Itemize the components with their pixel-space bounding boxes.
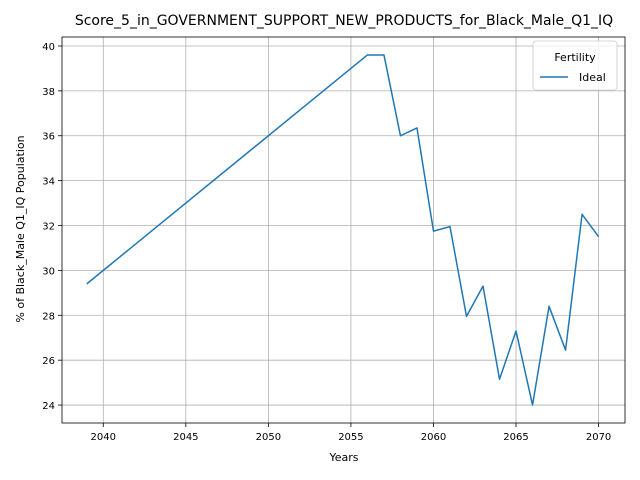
x-tick-label: 2070: [586, 432, 611, 443]
x-tick-label: 2050: [256, 432, 281, 443]
y-tick-label: 28: [42, 311, 55, 322]
x-tick-label: 2060: [421, 432, 446, 443]
x-tick-label: 2055: [338, 432, 363, 443]
x-tick-label: 2040: [91, 432, 116, 443]
chart-title: Score_5_in_GOVERNMENT_SUPPORT_NEW_PRODUC…: [75, 13, 613, 29]
y-tick-label: 40: [42, 42, 55, 53]
x-axis-label: Years: [328, 451, 358, 464]
y-axis-label: % of Black_Male Q1_IQ Population: [14, 135, 27, 322]
y-tick-label: 24: [42, 401, 55, 412]
y-tick-label: 36: [42, 132, 55, 143]
x-tick-label: 2045: [173, 432, 198, 443]
y-tick-label: 34: [42, 177, 55, 188]
x-tick-label: 2065: [503, 432, 528, 443]
plot-frame: [61, 36, 626, 424]
series-layer: [86, 54, 600, 406]
y-tick-label: 38: [42, 87, 55, 98]
legend: Fertility Ideal: [532, 40, 618, 91]
legend-label-ideal: Ideal: [579, 71, 606, 84]
tick-layer: 2040 2045 2050 2055 2060 2065 2070 24 26 28 30 32 34…: [42, 42, 611, 443]
legend-title: Fertility: [554, 51, 596, 64]
y-tick-label: 32: [42, 222, 55, 233]
series-line-ideal: [86, 54, 600, 406]
y-tick-label: 30: [42, 266, 55, 277]
grid-layer: [62, 37, 625, 423]
y-tick-label: 26: [42, 356, 55, 367]
